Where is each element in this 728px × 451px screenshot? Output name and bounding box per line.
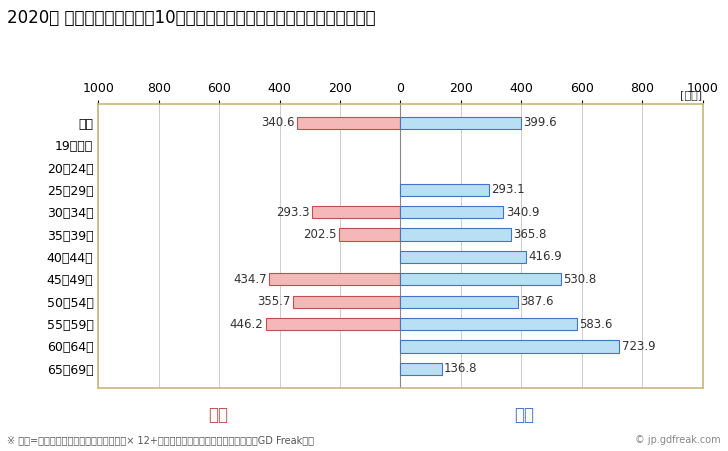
Bar [293,295,400,308]
Bar [339,229,400,241]
Bar [400,273,561,285]
Text: 293.1: 293.1 [491,184,525,196]
Bar [400,318,577,330]
Text: 399.6: 399.6 [523,116,557,129]
Bar [298,117,400,129]
Text: 583.6: 583.6 [579,318,612,331]
Text: 446.2: 446.2 [229,318,264,331]
Bar [400,117,521,129]
Text: 2020年 民間企業（従業者数10人以上）フルタイム労働者の男女別平均年収: 2020年 民間企業（従業者数10人以上）フルタイム労働者の男女別平均年収 [7,9,376,27]
Text: 202.5: 202.5 [304,228,337,241]
Text: 416.9: 416.9 [529,250,563,263]
Text: © jp.gdfreak.com: © jp.gdfreak.com [635,435,721,445]
Text: 365.8: 365.8 [513,228,547,241]
Bar [269,273,400,285]
Text: 女性: 女性 [208,406,229,424]
Text: ※ 年収=「きまって支給する現金給与額」× 12+「年間賞与その他特別給与額」としてGD Freak推計: ※ 年収=「きまって支給する現金給与額」× 12+「年間賞与その他特別給与額」と… [7,435,314,445]
Text: [万円]: [万円] [681,90,703,100]
Text: 136.8: 136.8 [444,362,478,375]
Bar [312,206,400,218]
Bar [400,363,442,375]
Bar [400,184,489,196]
Bar [400,206,503,218]
Text: 男性: 男性 [514,406,534,424]
Text: 530.8: 530.8 [563,273,596,286]
Text: 293.3: 293.3 [276,206,309,219]
Bar [400,341,619,353]
Text: 355.7: 355.7 [257,295,290,308]
Text: 340.9: 340.9 [506,206,539,219]
Bar [400,295,518,308]
Text: 387.6: 387.6 [520,295,553,308]
Text: 723.9: 723.9 [622,340,655,353]
Bar [400,251,526,263]
Bar [400,229,511,241]
Text: 340.6: 340.6 [261,116,295,129]
Text: 434.7: 434.7 [233,273,266,286]
Bar [266,318,400,330]
